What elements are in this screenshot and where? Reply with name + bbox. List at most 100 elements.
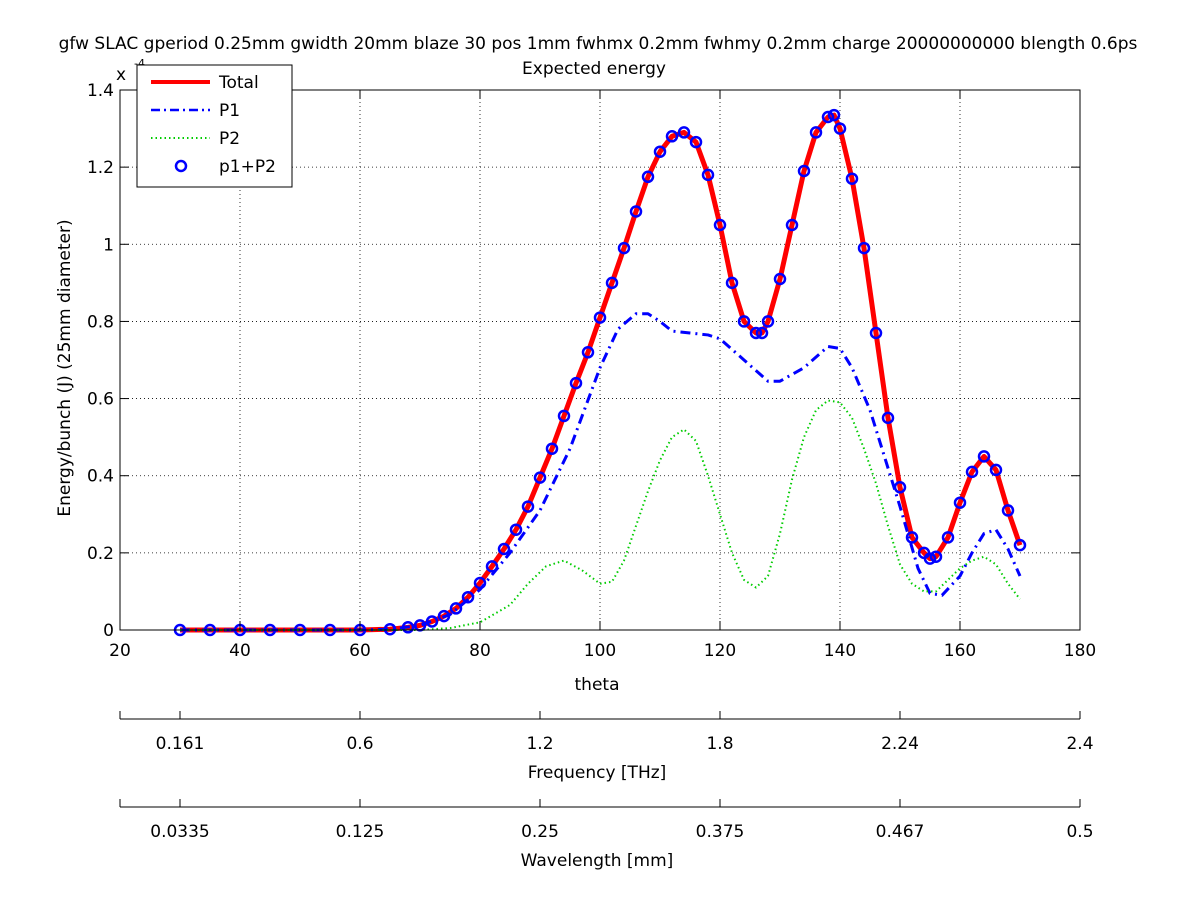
data-point-p1-p2 <box>497 542 511 556</box>
data-point-p1-p2 <box>437 609 451 623</box>
secondary-axis-tick-label: 2.4 <box>1066 734 1093 754</box>
x-tick-label: 100 <box>584 641 616 661</box>
data-point-p1-p2 <box>593 311 607 324</box>
x-tick-label: 40 <box>229 641 251 661</box>
secondary-axis-tick-label: 1.8 <box>706 734 733 754</box>
y-tick-label: 0.6 <box>87 390 114 410</box>
chart-subtitle: Expected energy <box>522 59 666 79</box>
data-point-p1-p2 <box>725 276 739 290</box>
legend-box <box>136 64 293 188</box>
data-point-p1-p2 <box>953 496 967 509</box>
secondary-axis-tick-label: 1.2 <box>526 734 553 754</box>
axis-ticks <box>119 89 1081 631</box>
data-point-p1-p2 <box>845 172 859 185</box>
legend-label-total: Total <box>218 73 259 93</box>
data-point-p1-p2 <box>617 241 631 255</box>
data-point-p1-p2 <box>905 531 919 544</box>
series-line-p1 <box>180 312 1022 632</box>
legend-label-p1: P1 <box>219 101 240 121</box>
data-point-p1-p2 <box>581 346 595 359</box>
y-axis-label: Energy/bunch (J) (25mm diameter) <box>55 219 75 516</box>
x-tick-label: 120 <box>704 641 736 661</box>
secondary-axis-tick-label: 0.0335 <box>150 822 209 842</box>
wavelength-axis: 0.0335 0.125 0.25 0.375 0.467 0.5 <box>119 799 1094 842</box>
data-point-p1-p2 <box>785 218 799 232</box>
x-tick-label: 180 <box>1064 641 1096 661</box>
x-tick-label: 160 <box>944 641 976 661</box>
x-tick-label: 80 <box>469 641 491 661</box>
data-point-p1-p2 <box>881 411 895 425</box>
secondary-axis-tick-label: 0.6 <box>346 734 373 754</box>
data-point-p1-p2 <box>557 409 571 423</box>
y-exponent-power: -4 <box>134 57 145 70</box>
secondary-axis-tick-label: 0.161 <box>156 734 205 754</box>
series-line-p2 <box>180 399 1021 631</box>
data-point-p1-p2 <box>713 218 727 232</box>
data-point-p1-p2 <box>869 326 883 340</box>
data-point-p1-p2 <box>473 576 487 590</box>
y-tick-label: 0.4 <box>87 467 114 487</box>
data-point-p1-p2 <box>401 621 415 634</box>
frequency-axis: 0.161 0.6 1.2 1.8 2.24 2.4 <box>119 711 1094 754</box>
x-tick-label: 20 <box>109 641 131 661</box>
data-point-p1-p2 <box>773 272 787 286</box>
legend-label-p2: P2 <box>219 129 240 149</box>
data-point-p1-p2 <box>941 531 955 544</box>
data-point-p1-p2 <box>989 463 1003 477</box>
secondary-axis-tick-label: 2.24 <box>881 734 919 754</box>
data-point-p1-p2 <box>755 326 769 340</box>
frequency-axis-label: Frequency [THz] <box>528 763 667 783</box>
data-point-p1-p2 <box>509 523 523 536</box>
data-point-p1-p2 <box>653 145 667 158</box>
data-point-p1-p2 <box>701 168 715 182</box>
data-point-p1-p2 <box>1001 504 1015 517</box>
secondary-axis-tick-label: 0.125 <box>336 822 385 842</box>
data-point-p1-p2 <box>827 108 841 122</box>
data-point-p1-p2 <box>521 500 535 513</box>
data-point-p1-p2 <box>749 326 763 340</box>
data-point-p1-p2 <box>533 471 547 484</box>
legend-label-p1p2: p1+P2 <box>219 157 276 177</box>
secondary-axis-tick-label: 0.467 <box>876 822 925 842</box>
data-point-p1-p2 <box>425 615 439 628</box>
data-point-p1-p2 <box>449 602 463 615</box>
axis-tick-labels: 20 40 60 80 100 120 140 160 180 0 0.2 0.4 0.6 0.8 1 1.2… <box>87 81 1096 661</box>
data-point-p1-p2 <box>641 170 655 184</box>
data-point-p1-p2 <box>461 590 475 604</box>
data-point-p1-p2 <box>833 122 847 135</box>
secondary-axis-tick-label: 0.25 <box>521 822 559 842</box>
data-point-p1-p2 <box>569 376 583 390</box>
y-tick-label: 1 <box>103 235 114 255</box>
y-exponent-base: x <box>116 65 126 85</box>
data-point-p1-p2 <box>1013 538 1027 552</box>
data-point-p1-p2 <box>821 110 835 124</box>
y-tick-label: 0.8 <box>87 312 114 332</box>
data-point-p1-p2 <box>737 315 751 328</box>
x-tick-label: 140 <box>824 641 856 661</box>
legend: Total P1 P2 p1+P2 <box>136 64 293 188</box>
data-point-p1-p2 <box>809 126 823 139</box>
secondary-axis-tick-label: 0.375 <box>696 822 745 842</box>
data-point-p1-p2 <box>761 315 775 328</box>
data-point-p1-p2 <box>629 205 643 218</box>
y-tick-label: 1.2 <box>87 158 114 178</box>
wavelength-axis-label: Wavelength [mm] <box>521 851 674 871</box>
plot-series <box>173 108 1027 637</box>
data-point-p1-p2 <box>665 130 679 143</box>
legend-swatch-p1p2 <box>174 159 188 173</box>
data-point-p1-p2 <box>485 560 499 573</box>
y-tick-label: 0.2 <box>87 544 114 564</box>
data-point-p1-p2 <box>677 126 691 139</box>
x-axis-label: theta <box>575 675 620 695</box>
data-point-p1-p2 <box>893 481 907 494</box>
data-point-p1-p2 <box>545 442 559 455</box>
data-point-p1-p2 <box>797 164 811 178</box>
y-tick-label: 1.4 <box>87 81 114 101</box>
data-point-p1-p2 <box>977 450 991 463</box>
data-point-p1-p2 <box>929 550 943 563</box>
data-point-p1-p2 <box>857 241 871 255</box>
x-tick-label: 60 <box>349 641 371 661</box>
data-point-p1-p2 <box>383 622 397 636</box>
chart-title: gfw SLAC gperiod 0.25mm gwidth 20mm blaz… <box>59 34 1138 54</box>
